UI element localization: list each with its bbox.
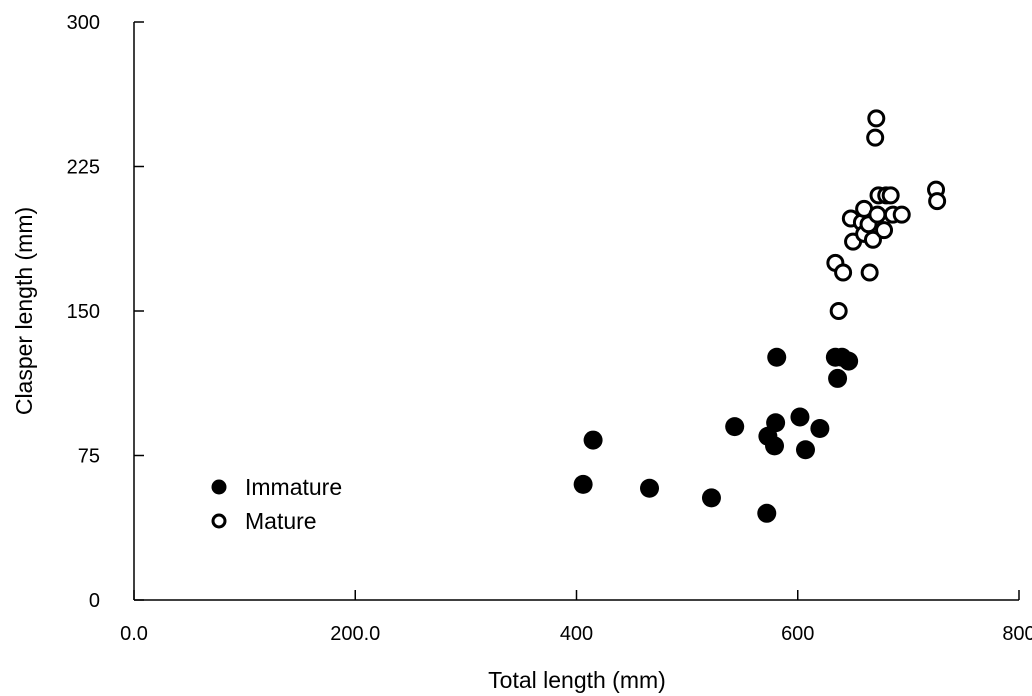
series-immature <box>573 347 859 523</box>
series-mature <box>826 109 947 320</box>
data-point-immature <box>828 368 848 388</box>
data-point-immature <box>839 351 859 371</box>
legend-marker-immature <box>211 479 227 495</box>
data-point-immature <box>583 430 603 450</box>
data-point-immature <box>766 413 786 433</box>
data-point-mature <box>875 221 894 240</box>
data-point-mature <box>834 263 853 282</box>
y-tick-label: 75 <box>78 446 100 468</box>
data-point-immature <box>701 488 721 508</box>
x-tick-label: 200.0 <box>330 623 380 645</box>
y-tick-label: 0 <box>89 590 100 612</box>
data-point-mature <box>860 263 879 282</box>
legend-label-mature: Mature <box>245 508 317 534</box>
data-point-immature <box>790 407 810 427</box>
x-axis-title: Total length (mm) <box>488 667 666 693</box>
y-tick-label: 150 <box>67 301 100 323</box>
data-point-mature <box>892 205 911 224</box>
y-axis-title: Clasper length (mm) <box>11 207 37 415</box>
x-tick-label: 800 <box>1002 623 1032 645</box>
data-point-mature <box>863 230 882 249</box>
data-point-mature <box>868 205 887 224</box>
data-point-immature <box>725 417 745 437</box>
x-tick-label: 400 <box>560 623 593 645</box>
data-point-mature <box>866 128 885 147</box>
data-point-immature <box>810 419 830 439</box>
data-point-immature <box>765 436 785 456</box>
data-point-immature <box>640 478 660 498</box>
y-tick-label: 225 <box>67 157 100 179</box>
data-points <box>573 109 947 523</box>
data-point-mature <box>881 186 900 205</box>
x-ticks: 0.0 200.0 400 600 800 <box>120 590 1032 645</box>
legend: Immature Mature <box>211 474 342 534</box>
legend-marker-mature <box>211 513 227 529</box>
data-point-immature <box>767 347 787 367</box>
data-point-immature <box>795 440 815 460</box>
data-point-immature <box>573 474 593 494</box>
data-point-mature <box>928 192 947 211</box>
data-point-immature <box>757 503 777 523</box>
data-point-mature <box>867 109 886 128</box>
y-ticks: 0 75 150 225 300 <box>67 12 144 612</box>
y-tick-label: 300 <box>67 12 100 34</box>
x-tick-label: 600 <box>781 623 814 645</box>
data-point-mature <box>829 302 848 320</box>
x-tick-label: 0.0 <box>120 623 148 645</box>
legend-label-immature: Immature <box>245 474 342 500</box>
